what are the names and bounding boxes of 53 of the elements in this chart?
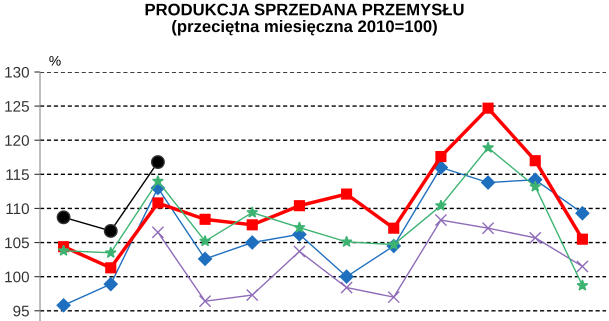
point	[575, 206, 590, 220]
point	[56, 210, 71, 224]
y-tick-label: 115	[6, 169, 29, 180]
point	[388, 290, 400, 304]
y-tick-label: 120	[5, 135, 29, 146]
point	[340, 236, 353, 248]
point	[529, 232, 542, 244]
point	[104, 246, 117, 258]
point	[246, 219, 258, 230]
y-tick-label: 130	[5, 66, 29, 78]
point	[294, 200, 305, 212]
point	[150, 155, 165, 169]
point	[152, 226, 164, 239]
point	[105, 262, 116, 274]
point	[530, 155, 541, 166]
chart-title: PRODUKCJA SPRZEDANA PRZEMYSŁU (przeciętna miesięczna 2010=100)	[146, 4, 464, 36]
point	[200, 214, 211, 225]
point	[388, 238, 400, 250]
point	[388, 222, 400, 234]
point	[293, 221, 306, 233]
point	[58, 244, 70, 256]
y-axis-title: %	[49, 56, 61, 66]
y-tick-label: 100	[5, 272, 29, 282]
point	[56, 298, 71, 312]
point	[482, 222, 494, 234]
y-tick-label: 95	[13, 306, 29, 316]
point	[199, 234, 212, 246]
y-tick-label: 125	[5, 100, 29, 112]
point	[340, 281, 353, 294]
point	[245, 235, 260, 250]
point	[341, 188, 352, 200]
point	[576, 234, 588, 245]
point	[576, 279, 588, 291]
point	[246, 206, 258, 218]
point	[482, 102, 494, 114]
point	[340, 270, 354, 284]
point	[246, 288, 258, 302]
point	[529, 180, 542, 192]
point	[152, 174, 164, 186]
y-tick-label: 110	[6, 203, 29, 214]
point	[482, 141, 494, 153]
point	[576, 260, 589, 273]
point	[293, 245, 306, 258]
point	[435, 151, 446, 162]
point	[104, 277, 118, 292]
y-tick-label: 105	[5, 237, 29, 248]
point	[104, 224, 118, 238]
point	[198, 252, 212, 266]
point	[198, 294, 212, 308]
point	[434, 199, 447, 211]
point	[152, 197, 164, 209]
point	[434, 214, 448, 226]
point	[481, 175, 496, 190]
